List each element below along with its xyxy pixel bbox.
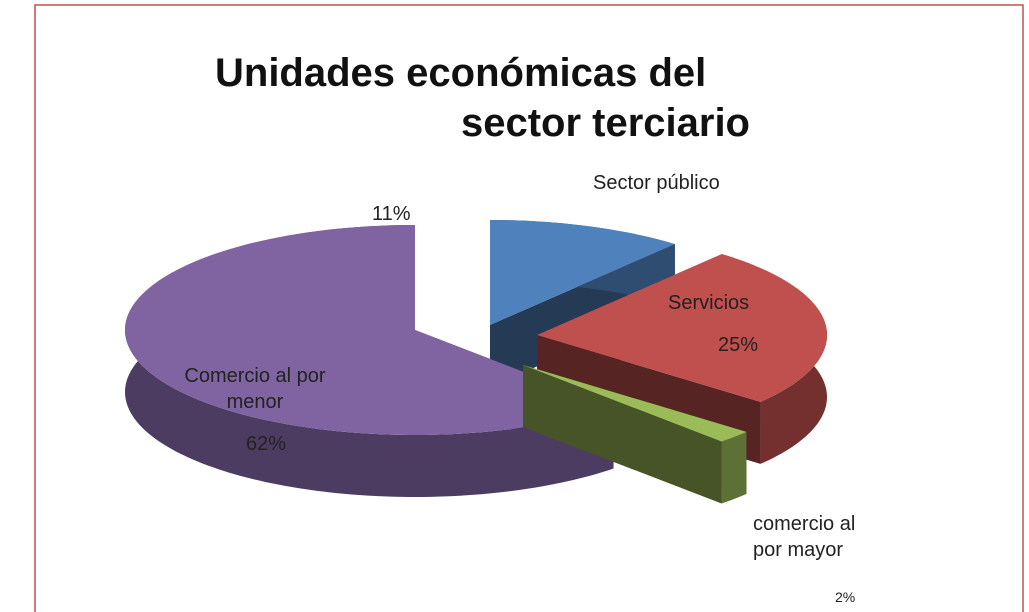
- slice: [523, 365, 747, 442]
- chart-title: Unidades económicas del sector terciario: [215, 51, 750, 145]
- slice: [490, 220, 675, 325]
- value-label: 11%: [372, 203, 411, 225]
- slice-label: Servicios: [668, 292, 750, 314]
- slice: [537, 254, 827, 402]
- value-label: 62%: [246, 433, 287, 455]
- frame: [34, 4, 1024, 612]
- value-label: 25%: [718, 334, 759, 356]
- slice: [125, 225, 614, 435]
- value-label: 2%: [835, 589, 856, 605]
- slice-label: comercio al por mayor: [753, 513, 856, 561]
- slice-label: Sector público: [593, 172, 720, 194]
- slice-side: [523, 365, 722, 504]
- slice-wall: [721, 431, 747, 504]
- slice-label: Comercio al por menor: [184, 365, 326, 413]
